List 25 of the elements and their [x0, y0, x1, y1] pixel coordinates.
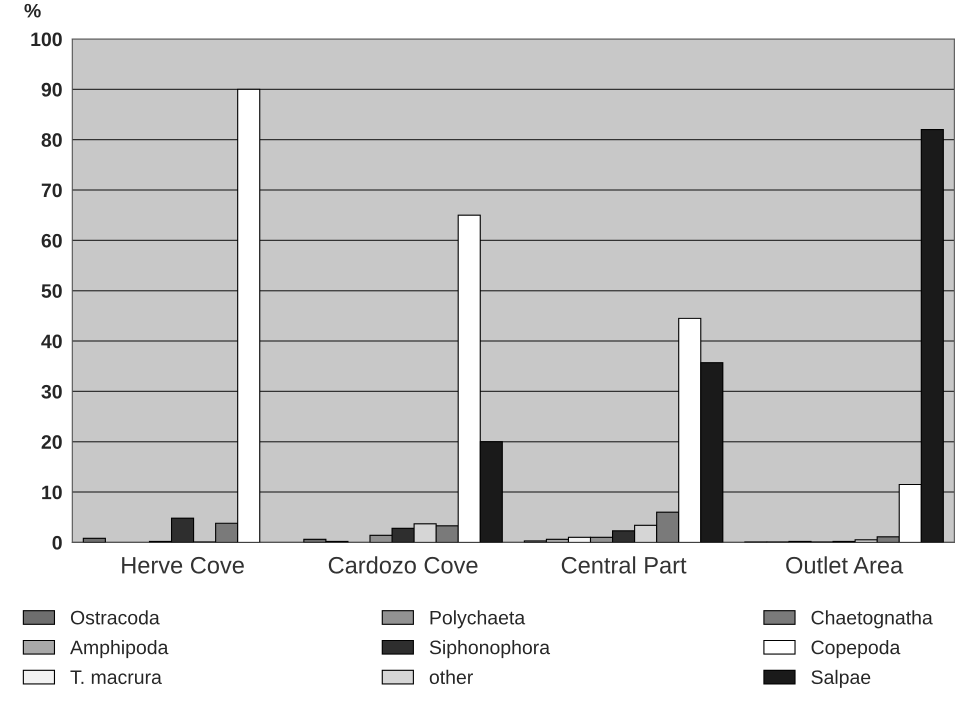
y-tick-label: 40 — [41, 334, 62, 348]
y-axis-title: % — [24, 4, 41, 18]
legend-label: Chaetognatha — [812, 610, 933, 628]
legend-label: Copepoda — [812, 640, 900, 658]
y-tick-label: 100 — [31, 32, 62, 46]
legend-label: other — [430, 670, 473, 684]
legend-label: Polychaeta — [430, 610, 526, 628]
x-tick-label: Outlet Area — [786, 556, 904, 574]
y-tick-label: 70 — [42, 183, 62, 198]
x-tick-label: Central Part — [562, 556, 686, 574]
legend-label: Salpae — [811, 670, 870, 688]
legend-label: T. macrura — [70, 670, 162, 684]
y-tick-label: 30 — [41, 384, 62, 399]
y-tick-label: 90 — [42, 82, 62, 97]
legend-label: Amphipoda — [70, 640, 168, 658]
y-tick-label: 80 — [42, 133, 62, 147]
legend-label: Ostracoda — [70, 610, 160, 625]
x-tick-label: Cardozo Cove — [328, 556, 478, 574]
x-tick-label: Herve Cove — [122, 556, 244, 574]
y-tick-label: 50 — [42, 284, 62, 298]
y-tick-label: 20 — [42, 435, 62, 449]
y-tick-label: 10 — [42, 486, 62, 500]
y-tick-label: 0 — [52, 536, 62, 550]
legend-label: Siphonophora — [430, 640, 550, 658]
y-tick-label: 60 — [42, 234, 62, 248]
